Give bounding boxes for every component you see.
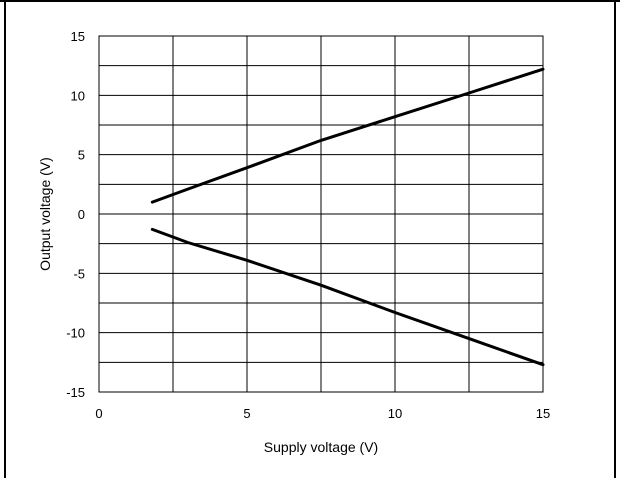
x-axis-label: Supply voltage (V) bbox=[264, 439, 378, 455]
y-tick-label: 15 bbox=[71, 29, 85, 44]
y-tick-labels: 15 10 5 0 -5 -10 -15 bbox=[66, 29, 85, 400]
series-lines bbox=[150, 67, 545, 367]
x-tick-labels: 0 5 10 15 bbox=[95, 406, 550, 421]
y-tick-label: 10 bbox=[71, 88, 85, 103]
x-tick-label: 5 bbox=[243, 406, 250, 421]
series-line-2 bbox=[150, 227, 545, 367]
grid bbox=[99, 36, 543, 392]
y-tick-label: -15 bbox=[66, 385, 85, 400]
plot-area-border bbox=[98, 35, 544, 393]
series-line-1 bbox=[150, 67, 545, 204]
y-tick-label: -10 bbox=[66, 326, 85, 341]
y-tick-label: 5 bbox=[78, 148, 85, 163]
x-tick-label: 0 bbox=[95, 406, 102, 421]
y-tick-label: 0 bbox=[78, 207, 85, 222]
y-axis-label: Output voltage (V) bbox=[37, 157, 53, 271]
x-tick-label: 15 bbox=[536, 406, 550, 421]
y-tick-label: -5 bbox=[73, 266, 85, 281]
x-tick-label: 10 bbox=[388, 406, 402, 421]
